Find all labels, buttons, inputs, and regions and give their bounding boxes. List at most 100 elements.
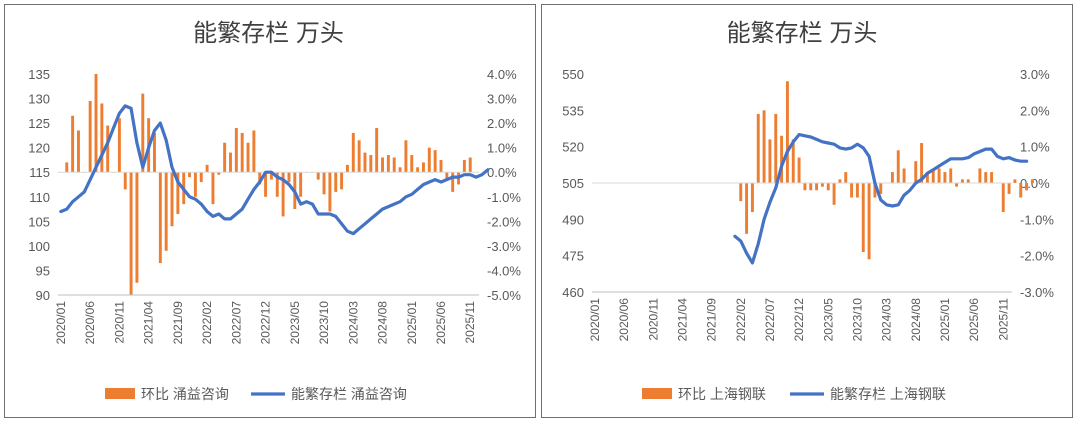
bar-mom-change: [316, 172, 320, 180]
bar-mom-change: [914, 161, 918, 183]
right-axis-tick-label: 2.0%: [487, 116, 517, 131]
right-axis-tick-label: -3.0%: [487, 239, 521, 254]
bar-mom-change: [896, 150, 900, 183]
bar-mom-change: [340, 172, 344, 190]
right-axis-tick-label: -4.0%: [487, 263, 521, 278]
bar-mom-change: [949, 168, 953, 183]
right-axis-tick-label: 3.0%: [1020, 67, 1050, 82]
bar-mom-change: [357, 140, 361, 173]
x-axis-tick-label: 2023/05: [821, 298, 835, 342]
bar-mom-change: [123, 172, 127, 190]
x-axis-tick-label: 2025/11: [996, 298, 1010, 341]
bar-mom-change: [745, 183, 749, 234]
bar-mom-change: [785, 81, 789, 183]
bar-mom-change: [392, 157, 396, 173]
bar-mom-change: [188, 172, 192, 178]
bar-mom-change: [820, 183, 824, 187]
bar-mom-change: [258, 172, 262, 185]
left-axis-tick-label: 490: [562, 212, 584, 227]
left-axis-tick-label: 460: [562, 285, 584, 300]
x-axis-tick-label: 2020/06: [617, 298, 631, 342]
bar-mom-change: [1030, 179, 1034, 183]
x-axis-tick-label: 2024/08: [376, 301, 390, 345]
bar-mom-change: [756, 113, 760, 183]
bar-mom-change: [141, 93, 145, 173]
chart-right: 能繁存栏 万头 460 475 490 505 520 535 550 -3.0% -2.0% -1…: [562, 20, 1054, 402]
x-axis-tick-label: 2022/07: [763, 298, 777, 342]
bar-mom-change: [94, 74, 98, 173]
bar-mom-change: [780, 135, 784, 183]
x-axis-tick-label: 2021/04: [142, 301, 156, 345]
bar-mom-change: [135, 172, 139, 283]
right-axis-tick-label: -2.0%: [1020, 249, 1054, 264]
bar-mom-change: [65, 162, 69, 173]
bar-mom-change: [421, 162, 425, 173]
right-axis-tick-label: 1.0%: [1020, 140, 1050, 155]
left-axis-tick-label: 135: [28, 67, 50, 82]
x-axis-tick-label: 2020/01: [588, 298, 602, 342]
left-axis-tick-label: 105: [28, 214, 50, 229]
bar-mom-change: [264, 172, 268, 197]
bar-mom-change: [223, 142, 227, 173]
bar-mom-change: [205, 164, 209, 173]
bar-mom-change: [462, 159, 466, 173]
bar-mom-change: [978, 168, 982, 183]
bar-mom-change: [410, 155, 414, 173]
bar-mom-change: [832, 183, 836, 205]
x-axis-tick-label: 2022/12: [259, 301, 273, 345]
right-axis-tick-label: 1.0%: [487, 141, 517, 156]
bar-mom-change: [890, 172, 894, 183]
bar-mom-change: [252, 130, 256, 173]
chart-title: 能繁存栏 万头: [193, 20, 344, 47]
bar-mom-change: [768, 139, 772, 183]
bar-mom-change: [193, 172, 197, 197]
bar-mom-change: [774, 113, 778, 183]
bar-mom-change: [153, 132, 156, 173]
left-axis-tick-label: 505: [562, 176, 584, 191]
bar-mom-change: [386, 155, 390, 173]
bar-mom-change: [381, 157, 384, 173]
right-axis-tick-label: -3.0%: [1020, 285, 1054, 300]
left-axis-tick-label: 475: [562, 249, 584, 264]
bar-mom-change: [404, 140, 408, 173]
bar-mom-change: [363, 152, 367, 173]
bar-mom-change: [943, 172, 947, 183]
bar-mom-change: [791, 139, 795, 183]
x-axis-tick-label: 2020/06: [83, 301, 97, 345]
right-axis-tick-label: 0.0%: [1020, 176, 1050, 191]
bar-mom-change: [88, 101, 92, 173]
bar-mom-change: [100, 103, 104, 173]
right-axis-tick-label: 2.0%: [1020, 103, 1050, 118]
legend-bar-swatch: [105, 388, 135, 399]
bar-mom-change: [1013, 179, 1017, 183]
bar-mom-change: [920, 143, 924, 183]
bar-mom-change: [797, 157, 801, 183]
x-axis-tick-label: 2023/10: [850, 298, 864, 342]
bar-mom-change: [129, 172, 133, 295]
left-axis-tick-label: 550: [562, 67, 584, 82]
right-axis-tick-label: -1.0%: [487, 190, 521, 205]
right-axis-tick-label: 4.0%: [487, 67, 517, 82]
bar-mom-change: [762, 110, 766, 183]
x-axis-tick-label: 2022/07: [229, 301, 243, 345]
bar-mom-change: [334, 172, 338, 192]
x-axis-tick-label: 2021/04: [675, 298, 689, 342]
bar-mom-change: [809, 183, 813, 191]
right-axis-tick-label: 3.0%: [487, 92, 517, 107]
bar-mom-change: [439, 159, 443, 173]
bar-mom-change: [106, 125, 110, 173]
bar-mom-change: [211, 172, 215, 205]
bar-mom-change: [815, 183, 819, 191]
bar-mom-change: [416, 167, 420, 173]
bar-mom-change: [937, 168, 941, 183]
bar-mom-change: [960, 179, 964, 183]
x-axis-tick-label: 2025/06: [434, 301, 448, 345]
bar-mom-change: [861, 183, 865, 253]
bar-mom-change: [445, 172, 449, 180]
x-axis-tick-label: 2021/09: [171, 301, 185, 345]
left-axis-tick-label: 125: [28, 116, 50, 131]
bar-mom-change: [375, 128, 379, 173]
chart-left: 能繁存栏 万头 90 95 100 105 110 115 120 125 130 135 -5.0%…: [28, 20, 521, 402]
bar-mom-change: [867, 183, 871, 260]
left-axis-tick-label: 115: [29, 165, 50, 180]
